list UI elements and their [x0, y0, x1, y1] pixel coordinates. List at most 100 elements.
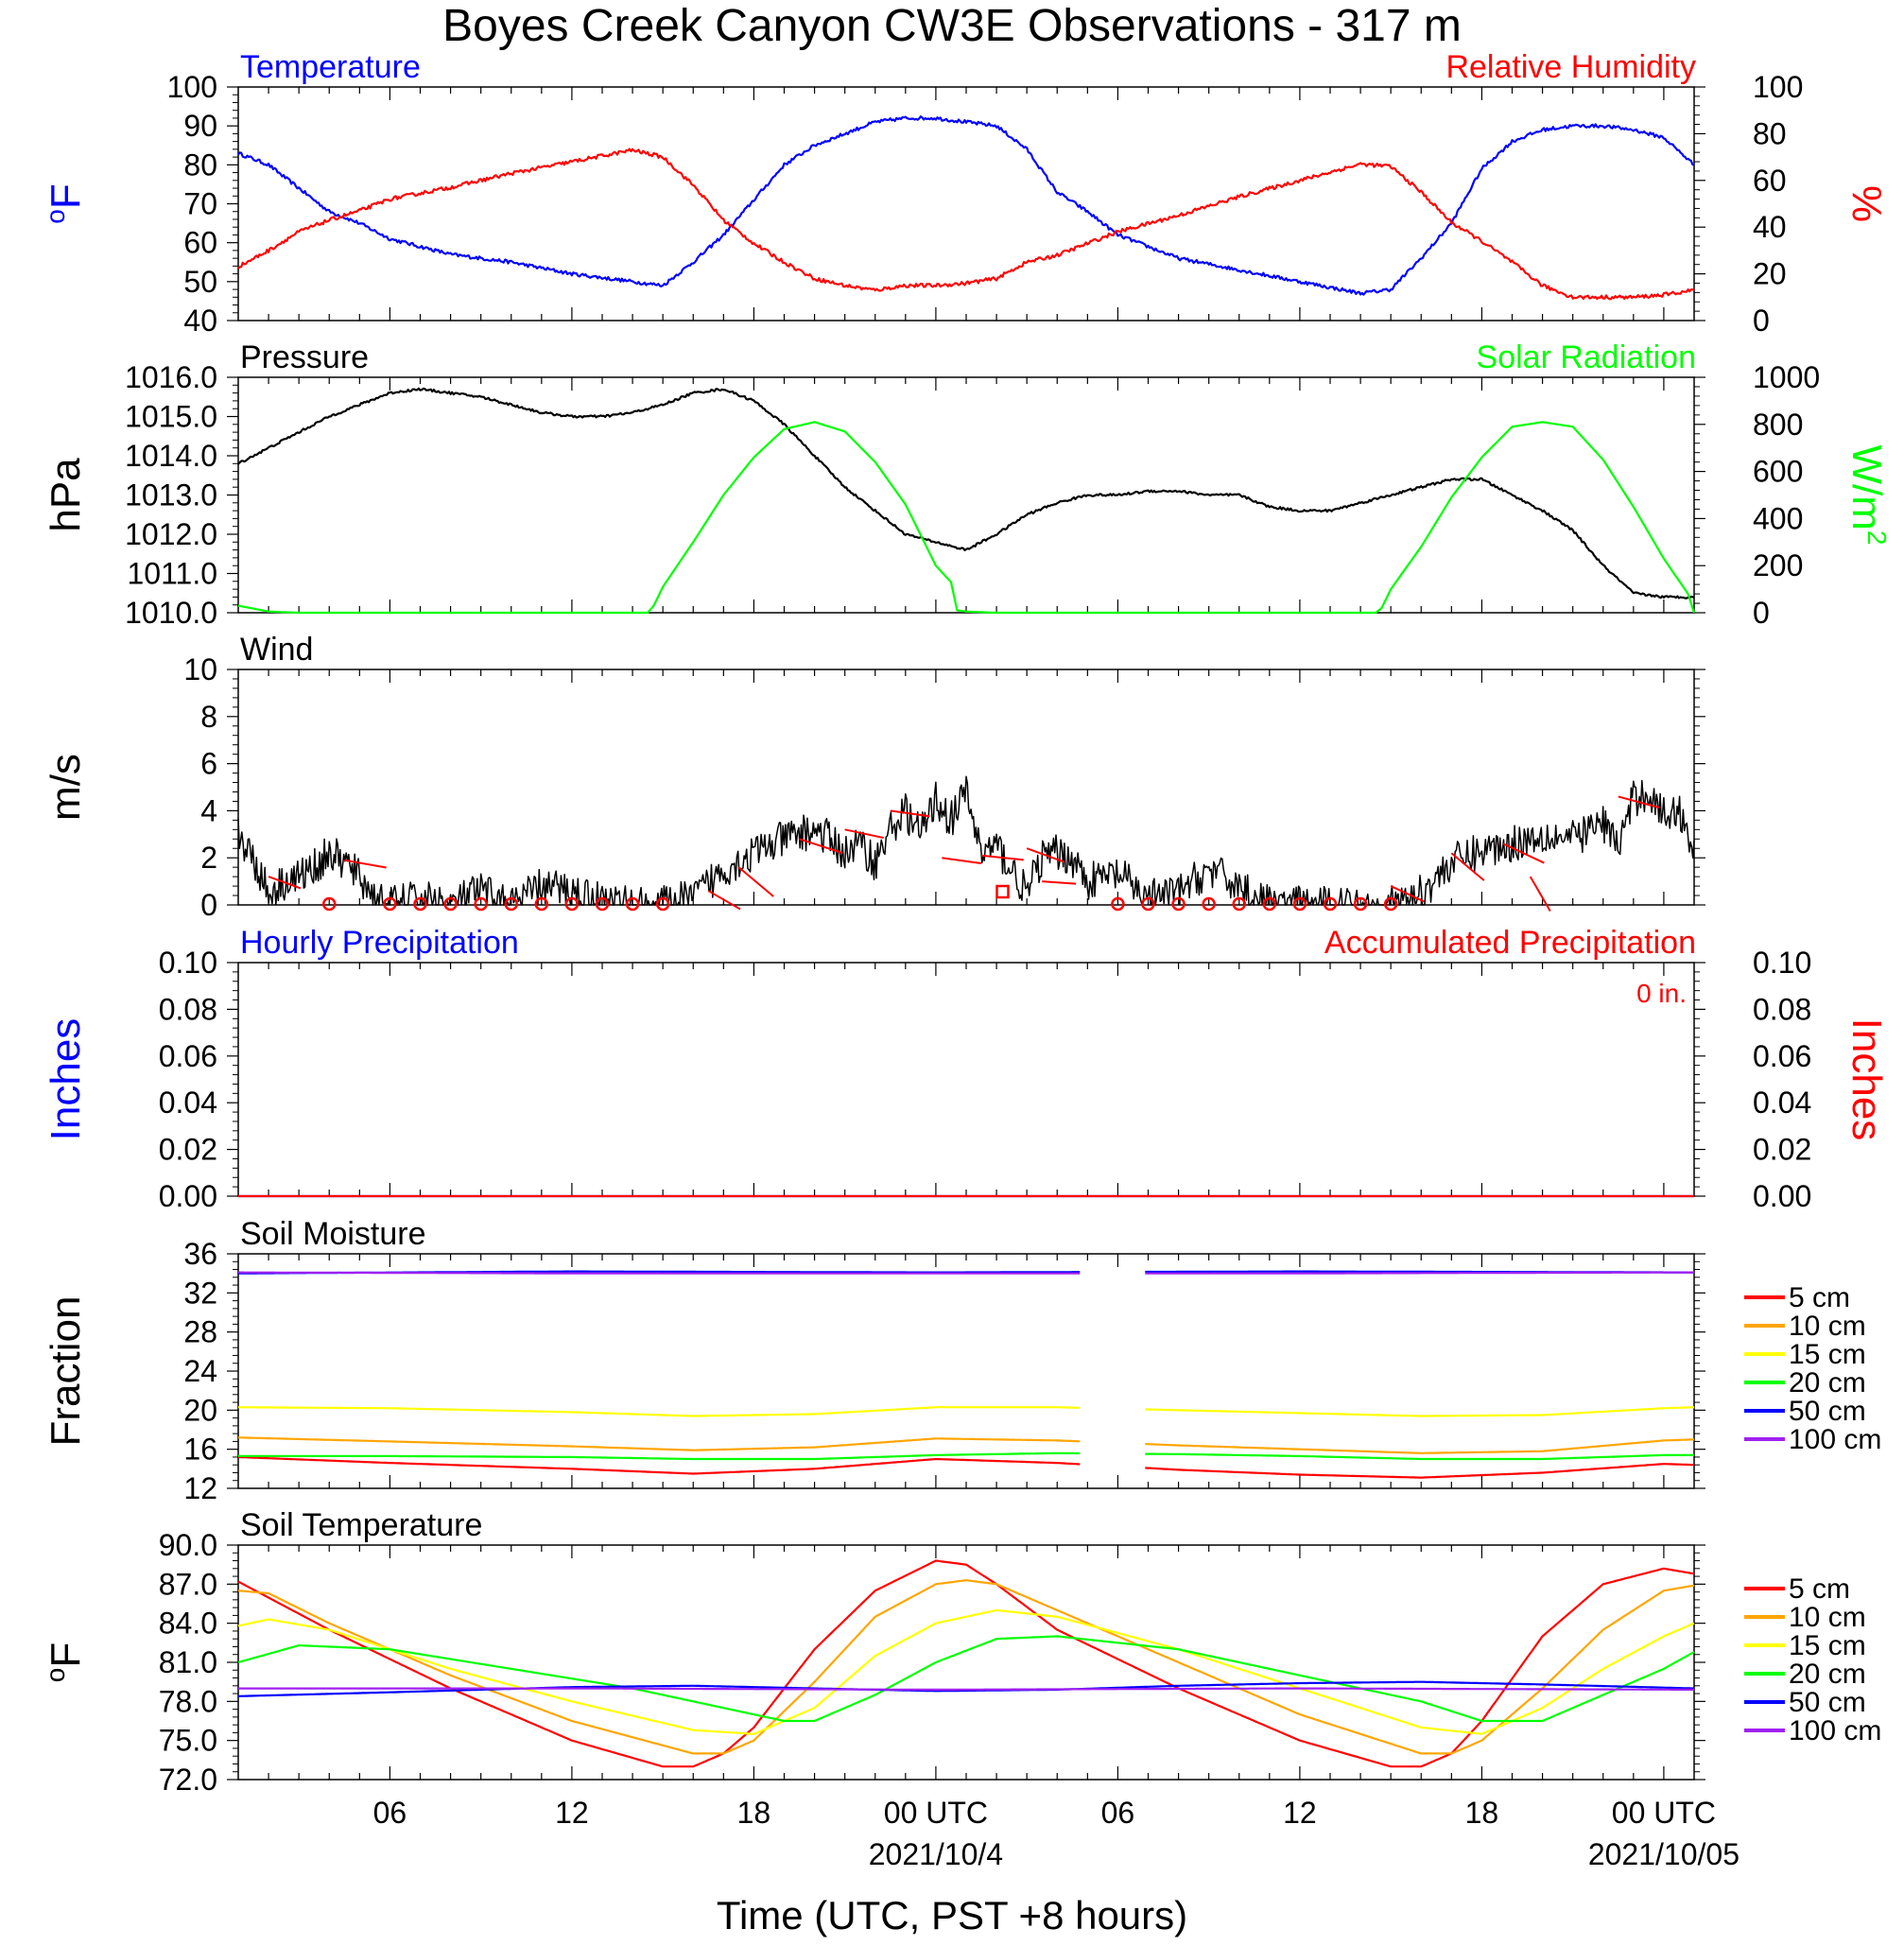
plot-frame-pres [237, 376, 1695, 614]
wind-barb [737, 866, 774, 897]
y-tick-label: 10 [183, 652, 217, 686]
y-tick-label-right: 0 [1753, 596, 1770, 630]
calm-wind-marker [474, 896, 488, 912]
panel-title-right: Relative Humidity [1445, 49, 1696, 85]
panel-wind [227, 669, 1705, 912]
x-tick-label: 00 UTC [1612, 1796, 1716, 1830]
y-tick-label: 32 [183, 1276, 217, 1310]
y-tick-label: 1010.0 [125, 596, 217, 630]
series-soilm-10-cm [238, 1436, 1695, 1454]
calm-wind-marker [1292, 896, 1307, 912]
y-tick-label: 4 [200, 793, 217, 827]
series-temp-temperature [237, 115, 1695, 296]
calm-wind-marker [1232, 896, 1246, 912]
y-tick-label: 0.04 [159, 1086, 217, 1120]
y-tick-label: 0.08 [159, 992, 217, 1026]
y-tick-label: 1014.0 [125, 439, 217, 473]
wind-barb [1042, 880, 1077, 885]
legend-label: 5 cm [1789, 1282, 1850, 1313]
calm-wind-marker [1353, 896, 1368, 912]
y-tick-label: 0.02 [159, 1133, 217, 1167]
wind-barb [890, 809, 930, 818]
legend-label: 10 cm [1789, 1602, 1866, 1633]
legend-label: 10 cm [1789, 1311, 1866, 1342]
calm-wind-marker [534, 896, 549, 912]
y-tick-label: 1015.0 [125, 400, 217, 434]
accumulated-precip-annotation: 0 in. [1636, 979, 1687, 1008]
legend-label: 20 cm [1789, 1367, 1866, 1399]
y-tick-label: 90 [183, 109, 217, 143]
y-tick-label: 28 [183, 1315, 217, 1349]
panel-soilt [227, 1544, 1705, 1781]
y-tick-label: 24 [183, 1354, 217, 1388]
x-tick-label: 18 [1465, 1796, 1499, 1830]
x-tick-label: 12 [1283, 1796, 1317, 1830]
panel-title-right: Solar Radiation [1477, 339, 1696, 375]
calm-wind-marker [322, 896, 337, 912]
series-soilt-5-cm [237, 1559, 1695, 1768]
panel-soilm [227, 1253, 1705, 1489]
y-tick-label-right: 400 [1753, 501, 1803, 535]
y-tick-label: 70 [183, 187, 217, 221]
series-wind-wind [237, 775, 1695, 906]
y-tick-label: 0.10 [159, 946, 217, 980]
calm-wind-marker [504, 896, 518, 912]
y-axis-label: Fraction [43, 1296, 89, 1447]
calm-wind-marker [655, 896, 670, 912]
calm-wind-marker [443, 896, 458, 912]
panel-precip [227, 962, 1705, 1198]
y-tick-label: 87.0 [159, 1567, 217, 1601]
calm-wind-marker [625, 896, 640, 912]
calm-wind-marker [1171, 896, 1186, 912]
wind-barb [1026, 847, 1065, 863]
y-tick-label-right: 40 [1753, 210, 1787, 244]
panel-pres [227, 376, 1705, 615]
x-tick-label: 06 [373, 1796, 407, 1830]
legend-label: 100 cm [1789, 1424, 1881, 1455]
x-tick-label: 00 UTC [884, 1796, 988, 1830]
legend-label: 50 cm [1789, 1687, 1866, 1718]
series-soilt-15-cm [237, 1608, 1695, 1735]
y-tick-label-right: 0.04 [1753, 1086, 1811, 1120]
calm-wind-marker [564, 896, 580, 912]
x-tick-date-label: 2021/10/05 [1588, 1837, 1740, 1871]
series-soilt-100-cm [238, 1687, 1694, 1691]
calm-wind-marker [383, 896, 397, 912]
y-tick-label-right: 100 [1753, 70, 1803, 104]
calm-wind-marker [1323, 896, 1338, 912]
calm-wind-marker [1383, 896, 1398, 912]
series-soilm-100-cm [238, 1271, 1694, 1275]
legend-label: 50 cm [1789, 1396, 1866, 1427]
legend-label: 5 cm [1789, 1573, 1850, 1605]
wind-barb [707, 890, 741, 911]
calm-wind-marker [1202, 896, 1216, 912]
y-axis-label-right: Inches [1843, 1018, 1890, 1141]
y-tick-label: 0 [200, 888, 217, 922]
calm-wind-marker [595, 896, 610, 912]
x-tick-label: 18 [737, 1796, 771, 1830]
y-axis-label: hPa [43, 458, 89, 532]
y-axis-label: m/s [43, 754, 89, 821]
y-tick-label-right: 800 [1753, 408, 1803, 442]
y-tick-label: 1013.0 [125, 478, 217, 513]
y-tick-label: 75.0 [159, 1724, 217, 1758]
y-tick-label: 6 [200, 747, 217, 781]
legend-label: 20 cm [1789, 1659, 1866, 1690]
y-tick-label: 20 [183, 1393, 217, 1427]
wind-barb [942, 857, 982, 865]
wind-barb [1450, 852, 1485, 881]
panel-title-left: Temperature [240, 49, 421, 85]
plot-frame-precip [237, 962, 1695, 1197]
wind-barb [980, 854, 1024, 861]
panel-title-left: Wind [240, 632, 313, 668]
y-tick-label: 36 [183, 1237, 217, 1271]
y-tick-label: 2 [200, 841, 217, 875]
y-tick-label: 12 [183, 1471, 217, 1505]
x-axis-label: Time (UTC, PST +8 hours) [717, 1893, 1187, 1937]
y-axis-label-right: W/m2 [1843, 445, 1892, 546]
y-axis-label: oF [41, 1642, 89, 1682]
y-tick-label: 50 [183, 265, 217, 299]
legend-label: 100 cm [1789, 1715, 1881, 1746]
panel-title-right: Accumulated Precipitation [1324, 925, 1696, 961]
